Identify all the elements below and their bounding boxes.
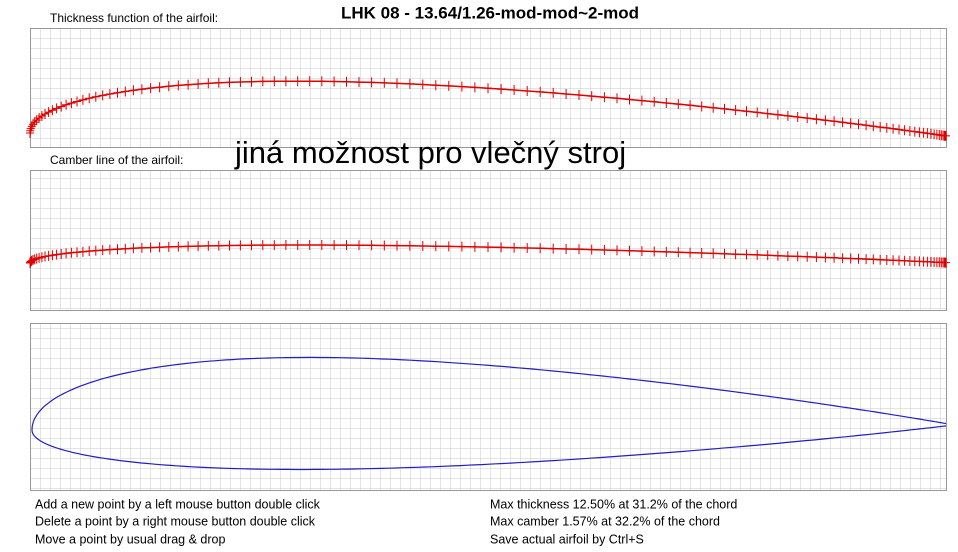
airfoil-upper	[31, 356, 947, 431]
camber-panel[interactable]	[30, 170, 947, 311]
thickness-label: Thickness function of the airfoil:	[50, 11, 218, 25]
camber-points	[26, 240, 950, 268]
note: jiná možnost pro vlečný stroj	[234, 135, 626, 170]
stat-line: Max camber 1.57% at 32.2% of the chord	[490, 514, 720, 528]
stat-line: Max thickness 12.50% at 31.2% of the cho…	[490, 497, 737, 511]
status-line: Save actual airfoil by Ctrl+S	[490, 532, 644, 546]
help-line: Delete a point by a right mouse button d…	[35, 514, 316, 528]
thickness-points	[26, 76, 950, 141]
title: LHK 08 - 13.64/1.26-mod-mod~2-mod	[341, 3, 639, 22]
camber-label: Camber line of the airfoil:	[50, 153, 183, 167]
airfoil-lower	[31, 425, 946, 471]
help-line: Move a point by usual drag & drop	[35, 532, 225, 546]
help-line: Add a new point by a left mouse button d…	[35, 497, 321, 511]
airfoil-panel	[30, 323, 947, 491]
